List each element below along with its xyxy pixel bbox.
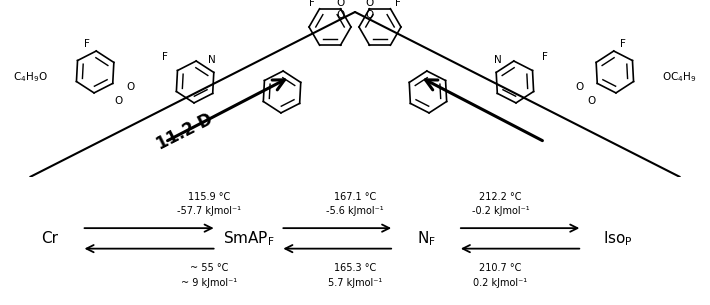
Text: 212.2 °C: 212.2 °C — [479, 192, 522, 203]
Text: -0.2 kJmol⁻¹: -0.2 kJmol⁻¹ — [471, 206, 530, 217]
Text: 0.2 kJmol⁻¹: 0.2 kJmol⁻¹ — [474, 278, 528, 288]
Text: 11.2 D: 11.2 D — [154, 110, 216, 154]
Text: N: N — [208, 55, 216, 65]
Text: 167.1 °C: 167.1 °C — [334, 192, 376, 203]
Text: N: N — [494, 55, 502, 65]
Text: O: O — [588, 96, 596, 106]
Text: N$_{\mathrm{F}}$: N$_{\mathrm{F}}$ — [417, 229, 435, 248]
Text: 115.9 °C: 115.9 °C — [188, 192, 231, 203]
Text: -5.6 kJmol⁻¹: -5.6 kJmol⁻¹ — [326, 206, 384, 217]
Text: O: O — [114, 96, 122, 106]
Text: Cr: Cr — [41, 231, 58, 246]
Text: OC$_4$H$_9$: OC$_4$H$_9$ — [662, 70, 697, 84]
Text: F: F — [620, 39, 626, 49]
Text: O: O — [336, 0, 344, 8]
Text: O: O — [366, 0, 374, 8]
Text: O: O — [576, 82, 584, 92]
Text: F: F — [162, 52, 168, 62]
Text: C$_4$H$_9$O: C$_4$H$_9$O — [13, 70, 48, 84]
Text: -57.7 kJmol⁻¹: -57.7 kJmol⁻¹ — [178, 206, 241, 217]
Text: ~ 9 kJmol⁻¹: ~ 9 kJmol⁻¹ — [181, 278, 238, 288]
Text: F: F — [84, 39, 90, 49]
Text: 5.7 kJmol⁻¹: 5.7 kJmol⁻¹ — [328, 278, 382, 288]
Text: F: F — [542, 52, 548, 62]
Text: O: O — [336, 10, 344, 20]
Text: F: F — [395, 0, 401, 8]
Text: O: O — [366, 10, 374, 20]
Text: Iso$_{\mathrm{P}}$: Iso$_{\mathrm{P}}$ — [603, 229, 633, 248]
Text: O: O — [126, 82, 134, 92]
Text: 165.3 °C: 165.3 °C — [334, 263, 376, 273]
Text: 210.7 °C: 210.7 °C — [479, 263, 522, 273]
Text: ~ 55 °C: ~ 55 °C — [190, 263, 229, 273]
Text: F: F — [309, 0, 315, 8]
Text: SmAP$_{\mathrm{F}}$: SmAP$_{\mathrm{F}}$ — [223, 229, 274, 248]
